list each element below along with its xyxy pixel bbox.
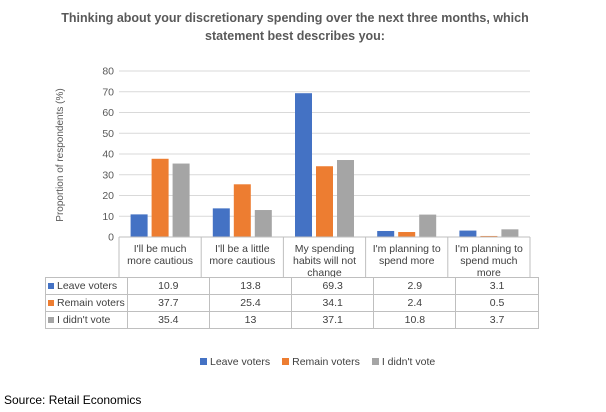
table-cell: 2.4 [373,294,457,312]
table-cell: 10.9 [126,277,210,295]
series-name: Leave voters [57,280,118,292]
table-cell: 3.1 [455,277,539,295]
y-tick-label: 30 [102,169,114,181]
series-name: I didn't vote [57,314,111,326]
table-row-label: I didn't vote [45,311,128,329]
bar [398,232,416,237]
table-cell: 10.8 [373,311,457,329]
x-axis: I'll be much more cautious I'll be a littl… [118,236,531,279]
table-row: I didn't vote 35.4 13 37.1 10.8 3.7 [45,311,539,329]
table-cell: 13.8 [208,277,293,295]
legend-key-swatch [48,317,54,323]
legend-key-swatch [48,300,54,306]
chart-title: Thinking about your discretionary spendi… [61,11,529,43]
data-table: Leave voters 10.9 13.8 69.3 2.9 3.1 Remain vot… [45,277,539,329]
y-tick-label: 0 [108,232,114,244]
bar [501,229,519,237]
table-cell: 35.4 [126,311,210,329]
legend-swatch [200,358,207,365]
y-tick-label: 70 [102,86,114,98]
source-note: Source: Retail Economics [4,393,142,407]
bar [316,166,333,237]
table-cell: 3.7 [455,311,539,329]
bar [480,235,498,237]
bar [459,230,477,237]
legend-swatch [371,358,379,365]
legend-label: Remain voters [292,356,360,368]
legend-item: I didn't vote [371,356,436,368]
x-tick-label: I'm planning to spend more [373,243,441,267]
series-name: Remain voters [57,297,125,309]
bar [254,210,272,237]
table-cell: 2.9 [373,277,457,295]
table-row-label: Leave voters [45,277,128,295]
legend-item: Leave voters [200,356,270,368]
bar [233,184,251,237]
legend-label: Leave voters [210,356,271,368]
table-cell: 37.7 [126,294,210,312]
table-cell: 34.1 [291,294,375,312]
y-tick-label: 40 [102,149,114,161]
y-tick-label: 20 [102,190,114,202]
table-cell: 37.1 [291,311,375,329]
table-row-label: Remain voters [45,294,128,312]
table-cell: 0.5 [455,294,539,312]
legend-item: Remain voters [282,356,360,368]
legend-swatch [282,358,290,365]
legend-key-swatch [48,283,54,289]
x-tick-label: I'm planning to spend much more [455,243,523,279]
x-tick-label: I'll be much more cautious [127,243,193,267]
bar [337,160,354,237]
table-row: Remain voters 37.7 25.4 34.1 2.4 0.5 [45,294,539,312]
x-tick-label: My spending habits will not change [293,243,356,279]
table-cell: 25.4 [208,294,293,312]
x-tick-label: I'll be a little more cautious [209,243,275,267]
bar [419,214,437,237]
bar [151,158,169,237]
y-tick-label: 80 [102,66,114,78]
y-tick-label: 60 [102,107,114,119]
bars [130,93,519,237]
bar [377,230,395,237]
y-tick-label: 50 [102,128,114,140]
y-tick-label: 10 [102,211,114,223]
bar [212,208,230,237]
y-axis-label: Proportion of respondents (%) [55,88,66,221]
table-row: Leave voters 10.9 13.8 69.3 2.9 3.1 [45,277,539,295]
bar [130,214,148,237]
legend-label: I didn't vote [381,356,436,368]
bar [172,163,190,237]
table-cell: 69.3 [291,277,375,295]
bar [295,93,312,237]
table-cell: 13 [208,311,293,329]
y-axis-ticks: 0 10 20 30 40 50 60 70 80 [102,66,114,244]
legend: Leave voters Remain voters I didn't vote [200,356,447,368]
